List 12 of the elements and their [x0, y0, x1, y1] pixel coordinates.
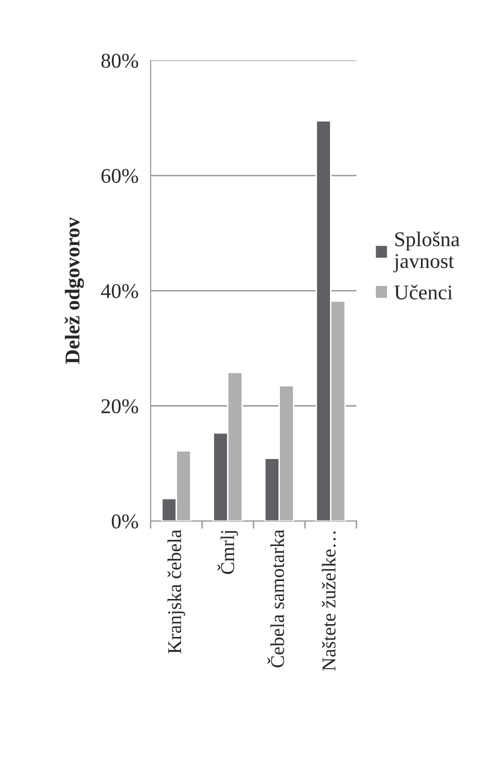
x-tick-label: Kranjska čebela	[167, 530, 186, 654]
legend-label: Učenci	[394, 284, 453, 300]
legend-label: Splošna javnost	[393, 232, 460, 272]
x-tick-label: Naštete žuželke…	[322, 531, 336, 671]
x-tick-label: Čmrlj	[217, 531, 238, 574]
y-tick-label: 80%	[101, 54, 138, 68]
y-tick-label: 40%	[101, 284, 138, 298]
x-tick-label: Čebela samotarka	[267, 530, 284, 668]
y-tick-label: 20%	[102, 399, 138, 414]
y-tick-label: 0%	[112, 514, 138, 529]
y-axis-title: Delež odgovorov	[64, 217, 84, 364]
y-tick-label: 60%	[102, 168, 138, 184]
